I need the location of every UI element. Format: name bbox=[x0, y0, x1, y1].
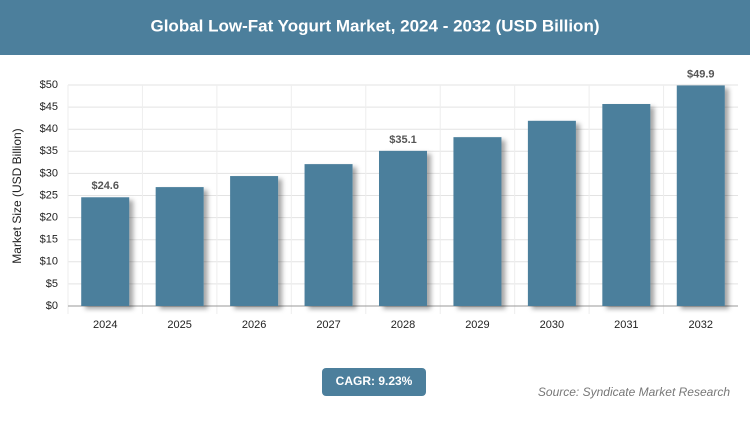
value-label: $35.1 bbox=[389, 134, 417, 146]
bar bbox=[602, 104, 651, 306]
y-tick-label: $20 bbox=[40, 212, 58, 224]
bar bbox=[676, 85, 725, 306]
value-label: $49.9 bbox=[687, 68, 715, 80]
y-tick-label: $45 bbox=[40, 101, 58, 113]
x-tick-label: 2025 bbox=[167, 319, 191, 331]
bar bbox=[304, 164, 353, 306]
y-tick-label: $35 bbox=[40, 145, 58, 157]
y-tick-label: $15 bbox=[40, 234, 58, 246]
cagr-box bbox=[322, 368, 426, 396]
y-axis-label: Market Size (USD Billion) bbox=[10, 128, 24, 263]
bar bbox=[81, 197, 130, 306]
bar bbox=[230, 176, 279, 306]
value-label: $24.6 bbox=[91, 180, 119, 192]
bar bbox=[453, 137, 502, 306]
x-tick-label: 2032 bbox=[689, 319, 713, 331]
y-tick-label: $50 bbox=[40, 79, 58, 91]
plot-area: $0 $5 $10 $15 $20 $25 $30 $35 $40 $45 $50 2024 $24.6… bbox=[40, 68, 738, 331]
bar bbox=[527, 120, 576, 306]
x-tick-label: 2030 bbox=[540, 319, 564, 331]
y-tick-label: $5 bbox=[46, 278, 58, 290]
y-tick-label: $10 bbox=[40, 256, 58, 268]
x-tick-label: 2024 bbox=[93, 319, 117, 331]
cagr-text: CAGR: 9.23% bbox=[336, 374, 413, 388]
bar bbox=[379, 150, 427, 306]
source-text: Source: Syndicate Market Research bbox=[538, 385, 730, 399]
y-tick-label: $25 bbox=[40, 189, 58, 201]
chart-title: Global Low-Fat Yogurt Market, 2024 - 203… bbox=[150, 16, 599, 35]
x-tick-label: 2026 bbox=[242, 319, 266, 331]
bar bbox=[155, 187, 204, 306]
x-tick-label: 2028 bbox=[391, 319, 415, 331]
title-banner bbox=[0, 0, 750, 55]
y-tick-label: $30 bbox=[40, 167, 58, 179]
y-tick-label: $40 bbox=[40, 123, 58, 135]
x-tick-label: 2029 bbox=[465, 319, 489, 331]
x-tick-label: 2031 bbox=[614, 319, 638, 331]
y-tick-label: $0 bbox=[46, 300, 58, 312]
x-tick-label: 2027 bbox=[316, 319, 340, 331]
